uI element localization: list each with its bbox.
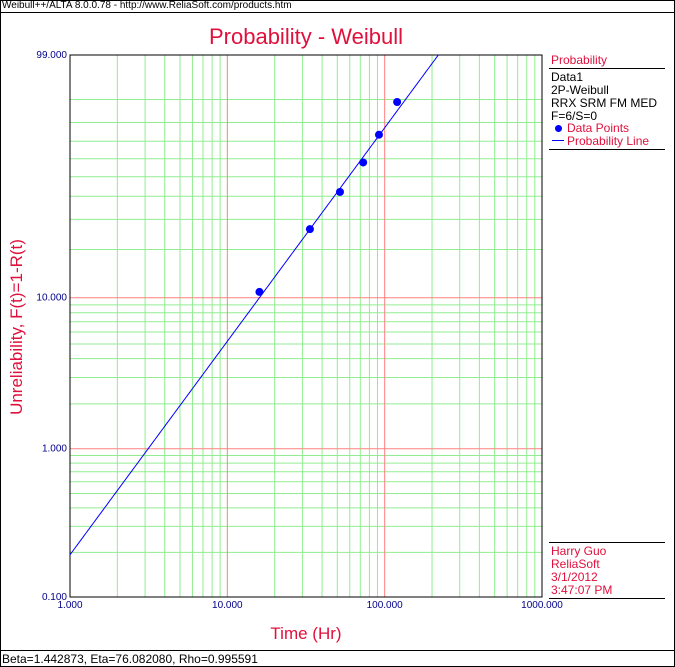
x-tick-label: 1000.000 bbox=[521, 600, 563, 611]
sidebar-date: 3/1/2012 bbox=[551, 570, 598, 584]
x-axis-label: Time (Hr) bbox=[270, 624, 341, 643]
data-point[interactable] bbox=[393, 97, 402, 106]
data-point-marker-icon bbox=[555, 124, 562, 132]
sidebar-company: ReliaSoft bbox=[551, 557, 600, 571]
x-tick-label: 10.000 bbox=[212, 600, 243, 611]
legend-data-points[interactable]: Data Points bbox=[551, 122, 629, 135]
sidebar-data-name: Data1 bbox=[551, 70, 584, 84]
sidebar-method: RRX SRM FM MED bbox=[551, 96, 657, 110]
data-point[interactable] bbox=[305, 225, 314, 234]
chart-title: Probability - Weibull bbox=[209, 24, 403, 49]
y-tick-label: 10.000 bbox=[36, 293, 67, 304]
x-tick-label: 1.000 bbox=[57, 600, 82, 611]
sidebar-legend-rule bbox=[549, 149, 665, 150]
probability-line[interactable] bbox=[70, 0, 490, 556]
y-tick-label: 99.000 bbox=[36, 50, 67, 61]
y-tick-label: 1.000 bbox=[42, 444, 67, 455]
window-title: Weibull++/ALTA 8.0.0.78 - http://www.Rel… bbox=[2, 0, 292, 11]
data-point[interactable] bbox=[359, 158, 368, 167]
sidebar-user: Harry Guo bbox=[551, 544, 607, 558]
sidebar-bottom-rule bbox=[549, 598, 665, 599]
parameters-readout: Beta=1.442873, Eta=76.082080, Rho=0.9955… bbox=[2, 652, 258, 666]
x-tick-label: 100.000 bbox=[367, 600, 404, 611]
plot-area-border bbox=[69, 54, 543, 598]
legend-probability-line-label: Probability Line bbox=[567, 134, 650, 148]
data-point[interactable] bbox=[374, 130, 383, 139]
sidebar-distribution: 2P-Weibull bbox=[551, 83, 609, 97]
sidebar-user-rule bbox=[549, 542, 665, 543]
sidebar-counts: F=6/S=0 bbox=[551, 109, 598, 123]
legend-probability-line[interactable]: Probability Line bbox=[551, 135, 649, 148]
data-point[interactable] bbox=[255, 287, 264, 296]
sidebar-time: 3:47:07 PM bbox=[551, 583, 613, 597]
y-axis-label: Unreliability, F(t)=1-R(t) bbox=[7, 239, 26, 415]
y-tick-label: 0.100 bbox=[42, 592, 67, 603]
line-marker-icon bbox=[552, 139, 564, 141]
sidebar-heading: Probability bbox=[551, 53, 608, 67]
sidebar-heading-rule bbox=[549, 68, 665, 69]
header-divider bbox=[0, 12, 675, 13]
data-point[interactable] bbox=[335, 187, 344, 196]
footer-divider bbox=[0, 650, 675, 651]
legend-data-points-label: Data Points bbox=[567, 121, 630, 135]
